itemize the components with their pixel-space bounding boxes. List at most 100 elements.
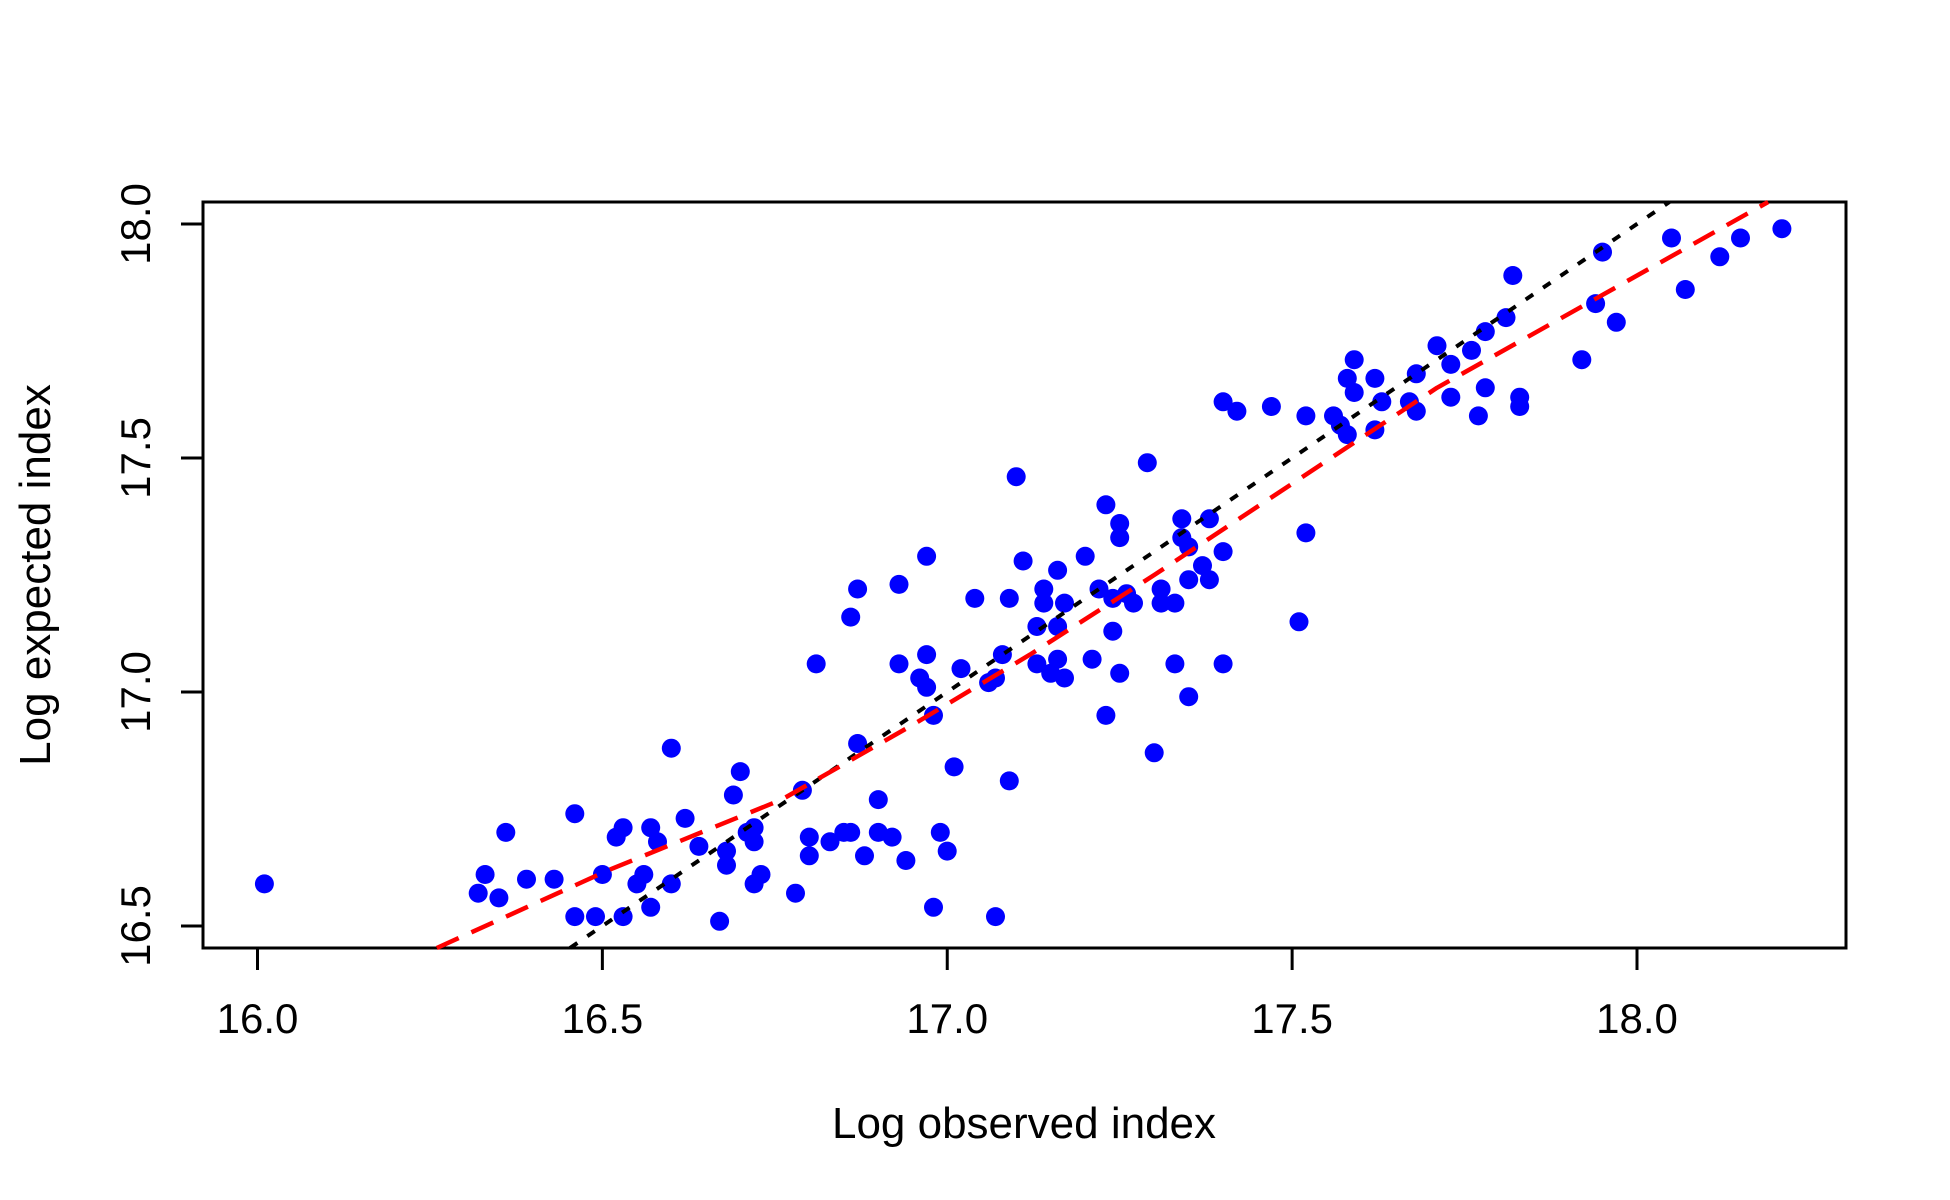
data-point [889, 574, 909, 594]
data-point [641, 897, 661, 917]
data-point [799, 827, 819, 847]
data-point [1034, 579, 1054, 599]
data-point [468, 883, 488, 903]
data-point [1227, 401, 1247, 421]
data-point [951, 659, 971, 679]
data-point [868, 790, 888, 810]
data-point [254, 874, 274, 894]
data-point [613, 907, 633, 927]
data-point [1144, 743, 1164, 763]
data-point [1475, 378, 1495, 398]
data-point [1027, 654, 1047, 674]
data-point [1606, 312, 1626, 332]
data-point [848, 734, 868, 753]
data-point [1055, 593, 1074, 613]
data-point [841, 822, 861, 842]
data-point [710, 911, 730, 931]
x-tick-label: 17.5 [1251, 995, 1333, 1042]
data-point [1593, 242, 1612, 262]
data-point [1048, 649, 1068, 669]
x-axis-title: Log observed index [832, 1099, 1216, 1148]
data-point [675, 808, 695, 828]
y-tick-label: 18.0 [112, 183, 159, 265]
data-point [1199, 570, 1219, 590]
data-point [689, 836, 709, 856]
data-point [1165, 593, 1185, 613]
data-point [661, 738, 681, 758]
plot-area-box [201, 200, 1848, 950]
data-point [1110, 514, 1130, 533]
data-point [786, 883, 805, 903]
data-point [565, 907, 585, 927]
data-point [1082, 649, 1102, 669]
data-point [1462, 340, 1481, 360]
data-point [1772, 219, 1792, 239]
data-point [896, 851, 916, 870]
data-point [730, 762, 750, 782]
data-point [1344, 350, 1364, 370]
data-point [489, 888, 509, 908]
data-point [820, 832, 840, 852]
data-point [613, 818, 633, 838]
data-point [744, 832, 764, 852]
data-point [1344, 383, 1364, 402]
data-point [496, 822, 516, 842]
data-point [1510, 397, 1530, 416]
data-point [1199, 509, 1219, 529]
data-point [1365, 368, 1385, 388]
data-point [1151, 579, 1171, 599]
data-point [517, 869, 536, 889]
data-point [1055, 668, 1074, 688]
data-point [1213, 392, 1233, 412]
data-point [1013, 551, 1033, 571]
x-tick-label: 16.5 [561, 995, 643, 1042]
data-point [1213, 654, 1233, 674]
data-point [1213, 542, 1233, 562]
data-point [717, 855, 736, 875]
data-point [1151, 593, 1171, 613]
data-point [1034, 593, 1054, 613]
data-point [1337, 425, 1357, 445]
data-point [841, 607, 861, 627]
data-point [999, 588, 1019, 608]
data-point [723, 785, 743, 805]
data-point [586, 907, 605, 927]
fit-line [435, 200, 1770, 951]
data-point [917, 677, 937, 697]
data-point [937, 841, 957, 861]
y-axis-title: Log expected index [11, 384, 60, 766]
data-point [1165, 654, 1185, 674]
data-point [592, 865, 612, 884]
data-point [744, 874, 764, 894]
data-point [999, 771, 1019, 791]
data-point [565, 804, 585, 824]
data-point [1441, 387, 1461, 407]
data-point [1103, 621, 1123, 641]
data-point [717, 841, 736, 861]
data-point [1296, 523, 1316, 543]
data-point [1503, 266, 1523, 285]
data-point [1427, 336, 1447, 356]
y-tick-label: 16.5 [112, 885, 159, 967]
data-point [1496, 308, 1516, 328]
data-point [1468, 406, 1488, 426]
data-point [924, 897, 943, 917]
data-point [799, 846, 819, 866]
data-point [1261, 397, 1281, 416]
data-point [917, 546, 937, 566]
data-point [1096, 705, 1116, 725]
data-point [1096, 495, 1116, 515]
x-axis: 16.0 16.5 17.0 17.5 18.0 [217, 948, 1678, 1042]
data-point [1710, 247, 1730, 267]
data-point [1172, 509, 1192, 529]
data-point [882, 827, 902, 847]
x-tick-label: 18.0 [1596, 995, 1678, 1042]
data-point [855, 846, 874, 866]
data-point [1027, 617, 1047, 636]
data-point [1372, 392, 1392, 412]
data-point [1137, 453, 1157, 473]
data-point [986, 907, 1005, 927]
data-point [944, 757, 964, 777]
